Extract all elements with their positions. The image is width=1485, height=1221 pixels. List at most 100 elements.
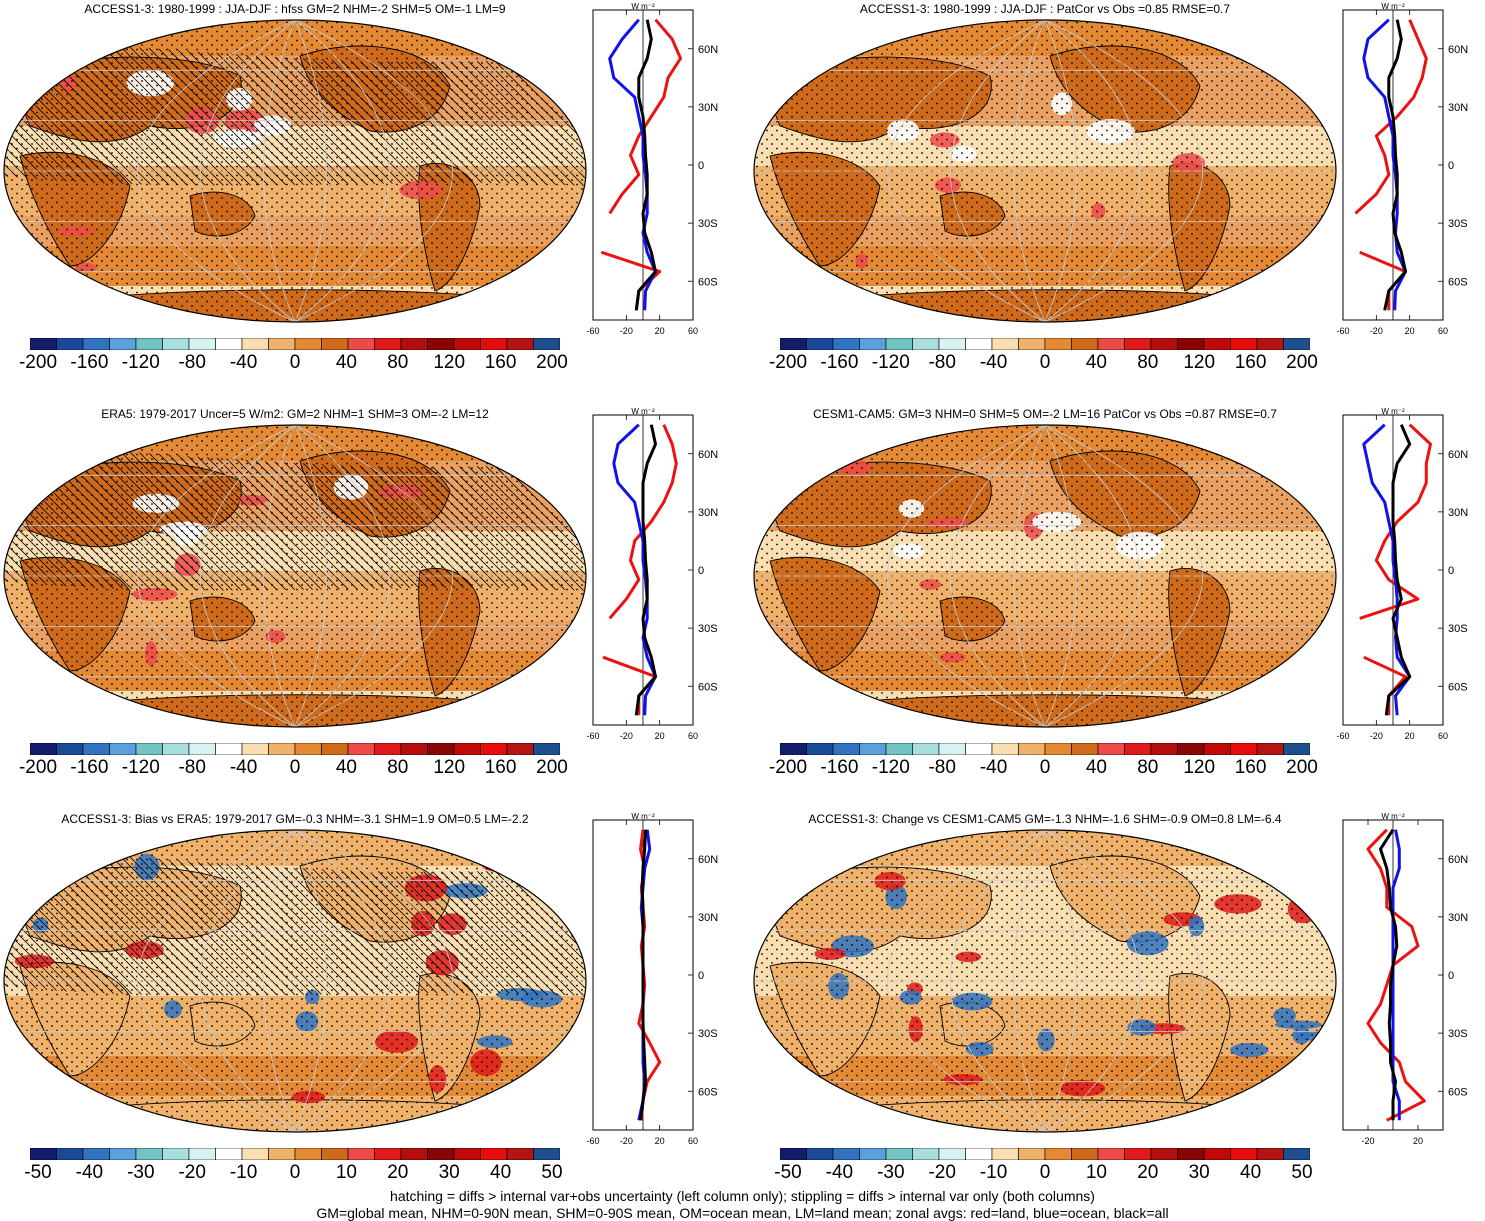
colorbar-tick-label: -50 bbox=[774, 1162, 802, 1183]
zonal-ytick-label: 0 bbox=[698, 160, 704, 172]
colorbar-tick-label: -40 bbox=[229, 352, 258, 373]
colorbar bbox=[30, 1148, 560, 1160]
zonal-ytick-label: 60S bbox=[1448, 276, 1468, 288]
zonal-ytick-label: 30S bbox=[1448, 1028, 1468, 1040]
colorbar-tick-label: 10 bbox=[335, 1162, 357, 1183]
zonal-ytick-label: 30S bbox=[1448, 218, 1468, 230]
colorbar-swatch bbox=[965, 1148, 993, 1160]
colorbar bbox=[30, 338, 560, 350]
colorbar-swatch bbox=[30, 743, 57, 755]
colorbar-swatch bbox=[480, 1148, 508, 1160]
colorbar-swatch bbox=[1230, 338, 1258, 350]
colorbar-swatch bbox=[453, 338, 481, 350]
zonal-ytick-label: 60N bbox=[1448, 44, 1468, 56]
colorbar-swatch bbox=[780, 1148, 807, 1160]
zonal-xtick-label: 60 bbox=[1438, 731, 1448, 741]
colorbar-swatch bbox=[780, 338, 807, 350]
colorbar-tick-label: -160 bbox=[820, 757, 859, 778]
zonal-unit: W m⁻² bbox=[631, 812, 655, 821]
colorbar-tick-label: -200 bbox=[18, 352, 58, 373]
colorbar-tick-label: 200 bbox=[1286, 352, 1318, 373]
colorbar-swatch bbox=[533, 743, 560, 755]
zonal-ytick-label: 30S bbox=[698, 623, 718, 635]
world-map bbox=[753, 19, 1337, 323]
colorbar-tick-label: 0 bbox=[1039, 757, 1051, 778]
zonal-xtick-label: 20 bbox=[655, 731, 665, 741]
chart-panel-5: ACCESS1-3: Bias vs ERA5: 1979-2017 GM=-0… bbox=[0, 810, 742, 1215]
zonal-ytick-label: 0 bbox=[1448, 970, 1454, 982]
colorbar-tick-label: 200 bbox=[536, 352, 568, 373]
zonal-xtick-label: 60 bbox=[688, 1136, 698, 1146]
colorbar-swatch bbox=[885, 1148, 913, 1160]
colorbar-swatch bbox=[1097, 1148, 1125, 1160]
zonal-profile: W m⁻² -60 -20 20 60 60N 30N 0 30S 60S bbox=[586, 812, 718, 1146]
colorbar-swatch bbox=[859, 338, 887, 350]
colorbar-tick-label: -80 bbox=[928, 352, 956, 373]
colorbar-swatch bbox=[885, 338, 913, 350]
zonal-xtick-label: -60 bbox=[586, 731, 599, 741]
colorbar-swatch bbox=[135, 338, 163, 350]
colorbar-tick-label: -80 bbox=[178, 352, 206, 373]
zonal-ytick-label: 60S bbox=[698, 276, 718, 288]
colorbar-swatch bbox=[806, 338, 834, 350]
zonal-ytick-label: 60S bbox=[1448, 681, 1468, 693]
zonal-ytick-label: 30N bbox=[1448, 102, 1468, 114]
colorbar-swatch bbox=[938, 743, 966, 755]
colorbar-swatch bbox=[215, 1148, 243, 1160]
chart-panel-4: CESM1-CAM5: GM=3 NHM=0 SHM=5 OM=-2 LM=16… bbox=[750, 405, 1485, 810]
anomaly-blob bbox=[14, 1043, 28, 1055]
colorbar-swatch bbox=[294, 1148, 322, 1160]
colorbar-tick-label: 40 bbox=[1085, 352, 1107, 373]
map-outline bbox=[753, 424, 1337, 728]
colorbar-tick-label: 120 bbox=[433, 757, 466, 778]
colorbar-swatch bbox=[188, 338, 216, 350]
colorbar-swatch bbox=[1044, 743, 1072, 755]
colorbar-swatch bbox=[1124, 743, 1152, 755]
anomaly-blob bbox=[518, 854, 556, 881]
colorbar-swatch bbox=[1097, 338, 1125, 350]
colorbar-swatch bbox=[30, 1148, 57, 1160]
zonal-ytick-label: 60N bbox=[698, 854, 718, 866]
colorbar-tick-label: 20 bbox=[1137, 1162, 1159, 1183]
colorbar-swatch bbox=[480, 338, 508, 350]
colorbar-swatch bbox=[374, 743, 402, 755]
colorbar-swatch bbox=[321, 338, 349, 350]
colorbar-swatch bbox=[453, 1148, 481, 1160]
colorbar-swatch bbox=[832, 743, 860, 755]
colorbar-tick-label: -160 bbox=[70, 352, 109, 373]
colorbar-swatch bbox=[241, 1148, 269, 1160]
hatching bbox=[4, 854, 586, 996]
colorbar-swatch bbox=[1203, 338, 1231, 350]
zonal-xtick-label: -20 bbox=[1370, 326, 1383, 336]
colorbar-swatch bbox=[965, 338, 993, 350]
colorbar-swatch bbox=[533, 1148, 560, 1160]
colorbar bbox=[780, 1148, 1310, 1160]
zonal-ytick-label: 60N bbox=[698, 449, 718, 461]
chart-panel-6: ACCESS1-3: Change vs CESM1-CAM5 GM=-1.3 … bbox=[750, 810, 1485, 1215]
world-map bbox=[753, 829, 1337, 1133]
anomaly-blob bbox=[501, 1096, 515, 1114]
colorbar-swatch bbox=[347, 338, 375, 350]
zonal-ytick-label: 60N bbox=[1448, 854, 1468, 866]
colorbar-swatch bbox=[1256, 743, 1284, 755]
colorbar-swatch bbox=[1203, 1148, 1231, 1160]
colorbar-swatch bbox=[1177, 743, 1205, 755]
zonal-xtick-label: 20 bbox=[1405, 326, 1415, 336]
colorbar-swatch bbox=[885, 743, 913, 755]
colorbar-tick-label: 0 bbox=[1039, 1162, 1051, 1183]
panel-title: ACCESS1-3: 1980-1999 : JJA-DJF : hfss GM… bbox=[84, 2, 506, 16]
zonal-series-ocean bbox=[612, 423, 657, 716]
colorbar-tick-label: 120 bbox=[1183, 757, 1216, 778]
chart-panel-2: ACCESS1-3: 1980-1999 : JJA-DJF : PatCor … bbox=[750, 0, 1485, 405]
colorbar-swatch bbox=[938, 338, 966, 350]
colorbar-tick-label: 160 bbox=[1234, 757, 1267, 778]
colorbar-swatch bbox=[215, 338, 243, 350]
colorbar-tick-label: -160 bbox=[820, 352, 859, 373]
colorbar-swatch bbox=[1097, 743, 1125, 755]
chart-panel-3: ERA5: 1979-2017 Uncer=5 W/m2: GM=2 NHM=1… bbox=[0, 405, 742, 810]
zonal-xtick-label: -60 bbox=[586, 326, 599, 336]
colorbar-swatch bbox=[109, 338, 137, 350]
colorbar-swatch bbox=[1283, 743, 1310, 755]
colorbar-tick-label: 50 bbox=[541, 1162, 563, 1183]
zonal-xtick-label: 20 bbox=[655, 326, 665, 336]
